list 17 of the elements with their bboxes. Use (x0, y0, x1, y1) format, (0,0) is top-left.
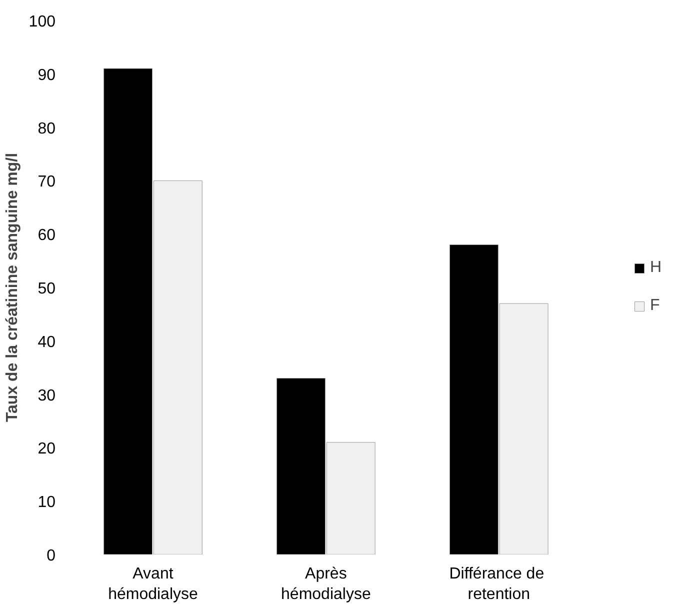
y-tick-label: 10 (38, 494, 56, 512)
y-tick-label: 90 (38, 66, 56, 84)
y-tick-label: 0 (46, 548, 56, 564)
x-tick-label: Avant hémodialyse (108, 566, 198, 603)
x-tick-label: Après hémodialyse (281, 566, 371, 603)
y-tick-label: 40 (38, 334, 56, 351)
y-tick-label: 70 (38, 174, 56, 191)
y-tick-label: 80 (38, 120, 56, 138)
legend-label: H (650, 259, 663, 277)
y-tick-label: 20 (38, 440, 56, 458)
y-tick-label: 60 (38, 227, 56, 244)
y-tick-label: 100 (28, 14, 56, 30)
x-tick-label: Différance de retention (449, 566, 544, 603)
legend-label: F (650, 297, 661, 315)
y-tick-label: 50 (38, 280, 56, 298)
y-axis-title: Taux de la créatinine sanguine mg/l (4, 152, 21, 422)
y-tick-label: 30 (38, 387, 56, 404)
